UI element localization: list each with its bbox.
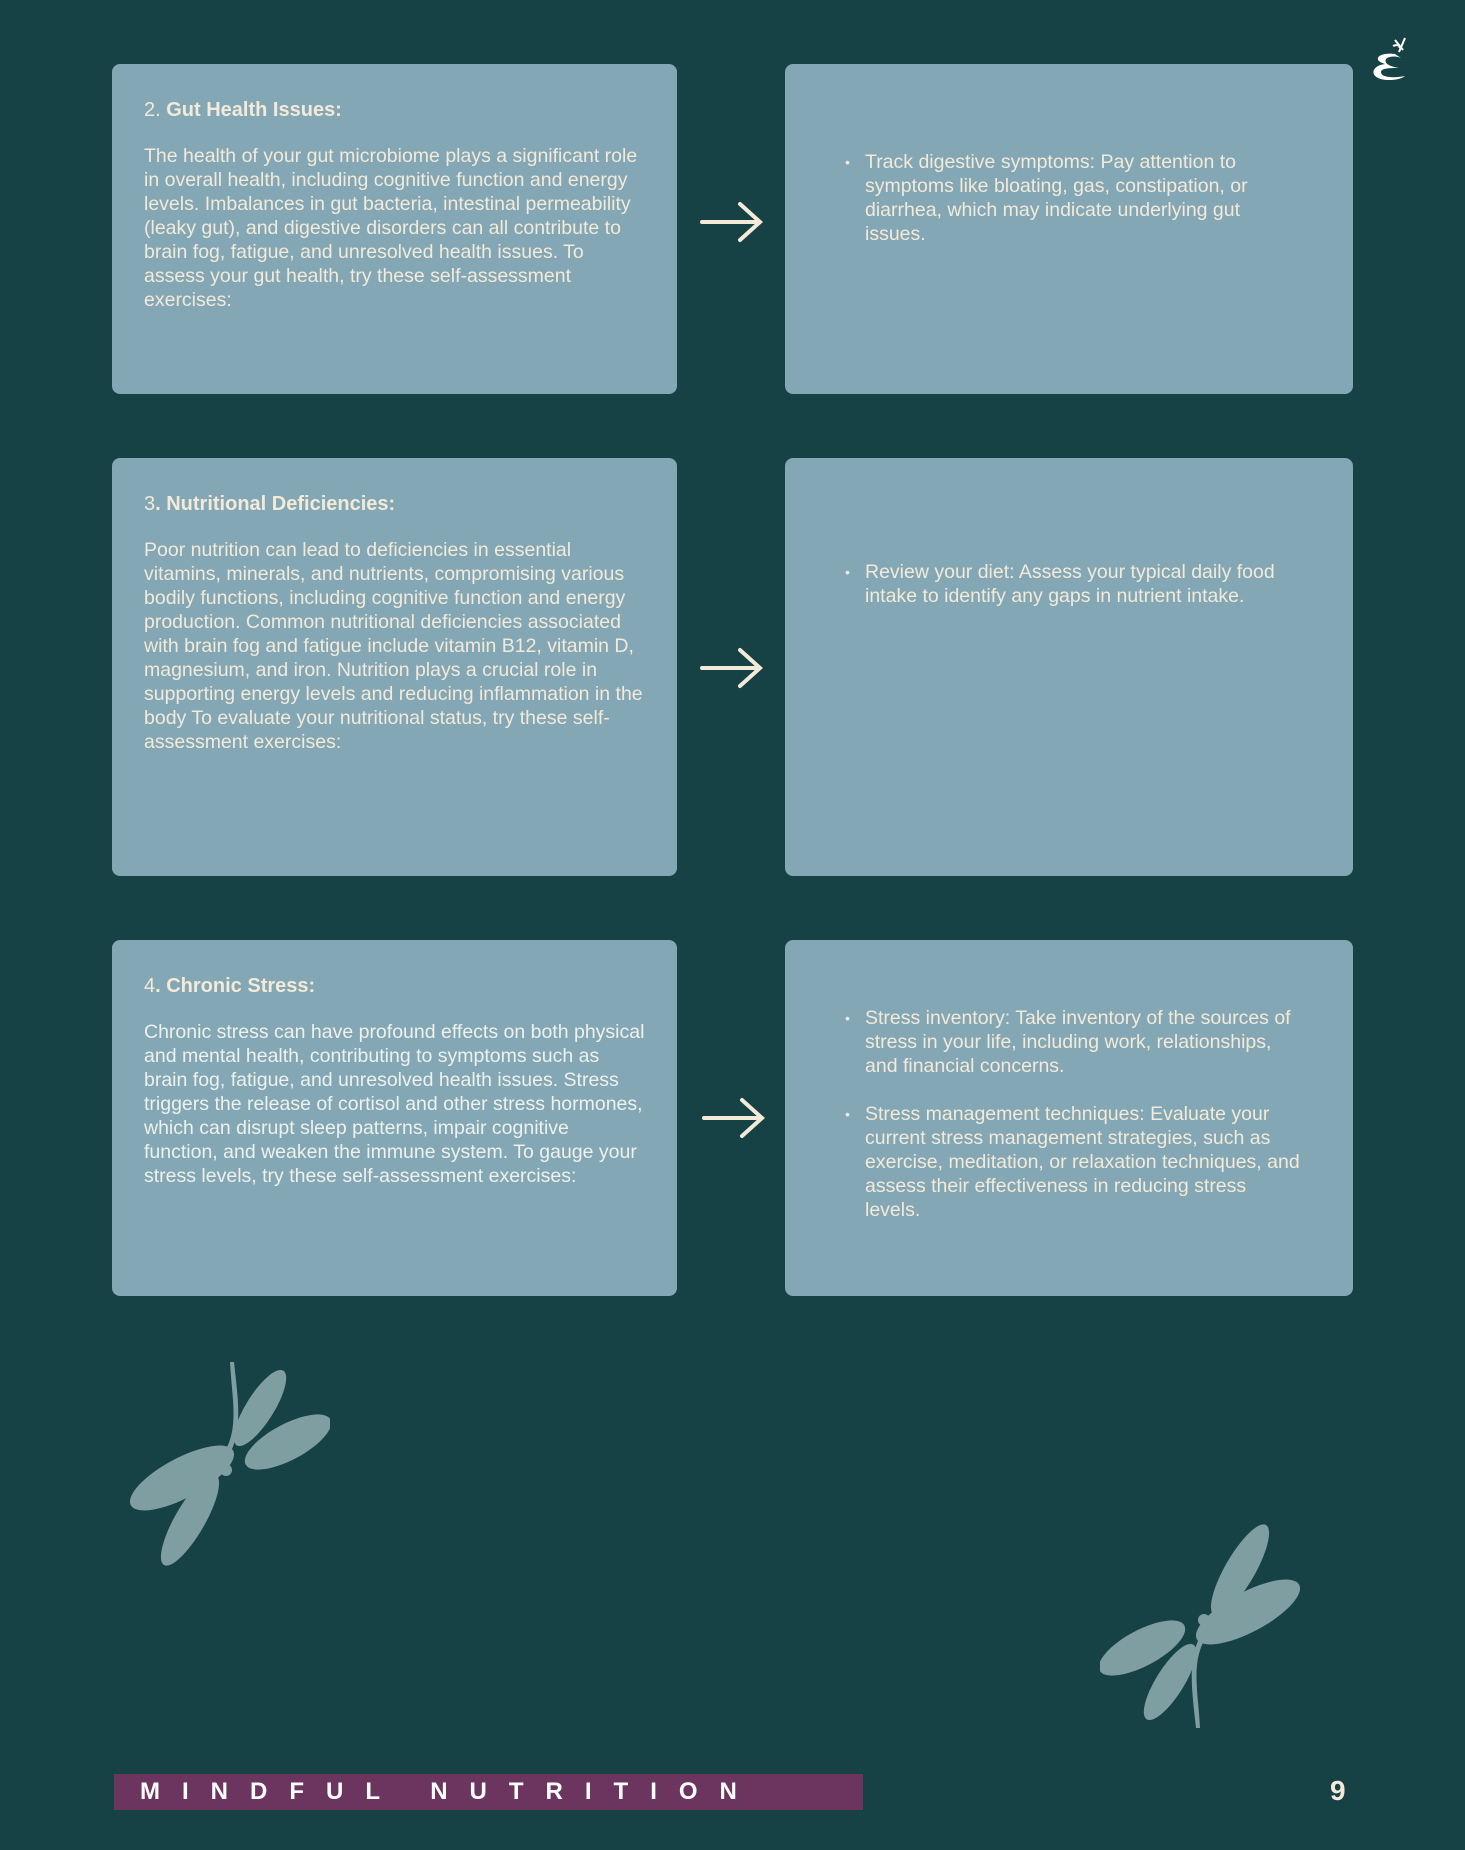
section-body: The health of your gut microbiome plays … (144, 145, 638, 311)
arrow-right-icon (702, 1098, 765, 1138)
section-heading: 4. Chronic Stress: (144, 974, 645, 998)
page-number: 9 (1330, 1775, 1346, 1806)
section-heading: 2. Gut Health Issues: (144, 98, 645, 122)
bullet-list: Track digestive symptoms: Pay attention … (845, 150, 1303, 246)
dragonfly-icon (1100, 1524, 1301, 1728)
section-heading: 3. Nutritional Deficiencies: (144, 492, 645, 516)
bullet-list: Review your diet: Assess your typical da… (845, 560, 1303, 608)
section-body: Chronic stress can have profound effects… (144, 1021, 645, 1187)
section-title: . Chronic Stress: (155, 975, 316, 997)
nutritional-deficiencies-card: 3. Nutritional Deficiencies: Poor nutrit… (112, 458, 677, 876)
arrow-right-icon (700, 648, 763, 688)
bullet-item: Stress inventory: Take inventory of the … (845, 1006, 1303, 1078)
section-number: 4 (144, 975, 156, 997)
logo-icon (1365, 34, 1413, 86)
bullet-item: Track digestive symptoms: Pay attention … (845, 150, 1303, 246)
gut-health-card: 2. Gut Health Issues: The health of your… (112, 64, 677, 394)
dragonfly-icon (129, 1362, 330, 1566)
section-number: 2. (144, 99, 161, 121)
footer-brand-bar: MINDFUL NUTRITION (114, 1774, 863, 1810)
section-body: Poor nutrition can lead to deficiencies … (144, 539, 643, 753)
section-title: Gut Health Issues: (166, 99, 342, 121)
gut-health-actions-card: Track digestive symptoms: Pay attention … (785, 64, 1353, 394)
nutritional-actions-card: Review your diet: Assess your typical da… (785, 458, 1353, 876)
bullet-item: Stress management techniques: Evaluate y… (845, 1102, 1303, 1222)
chronic-stress-card: 4. Chronic Stress: Chronic stress can ha… (112, 940, 677, 1296)
bullet-item: Review your diet: Assess your typical da… (845, 560, 1303, 608)
section-number: 3 (144, 493, 156, 515)
footer-brand: MINDFUL NUTRITION (140, 1778, 759, 1805)
arrow-right-icon (700, 202, 763, 242)
section-title: . Nutritional Deficiencies: (155, 493, 396, 515)
stress-actions-card: Stress inventory: Take inventory of the … (785, 940, 1353, 1296)
bullet-list: Stress inventory: Take inventory of the … (845, 1006, 1303, 1222)
